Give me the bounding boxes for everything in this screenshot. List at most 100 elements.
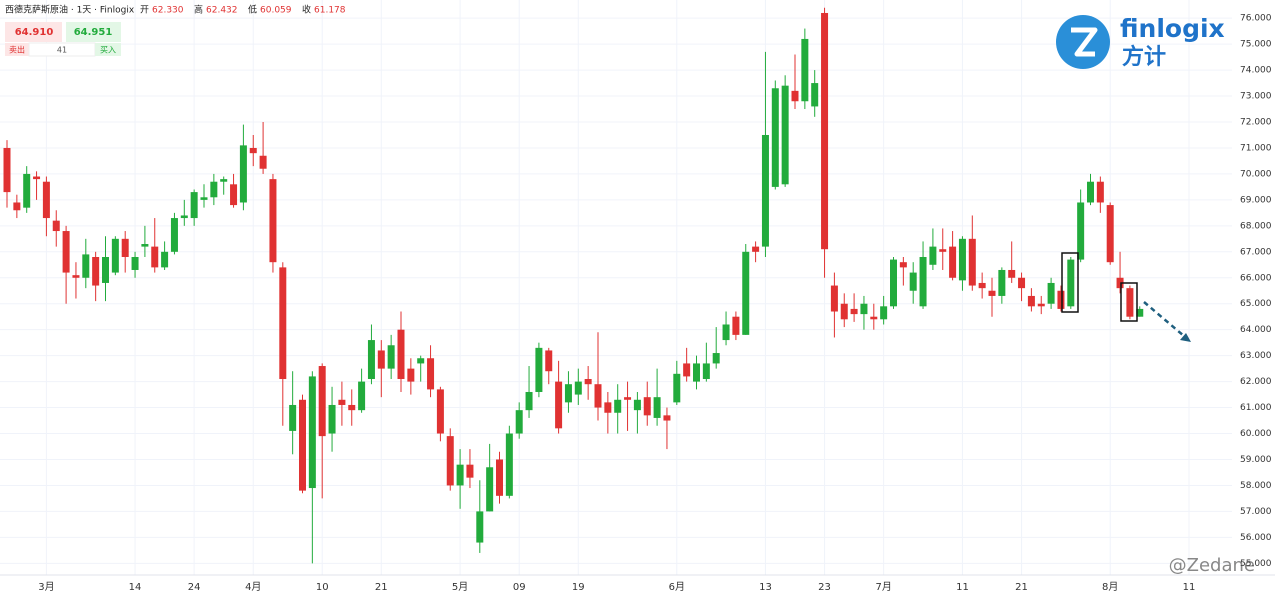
y-tick-label: 63.000 [1240,351,1272,361]
y-tick-label: 62.000 [1240,377,1272,387]
candle-body [791,90,799,102]
candle-body [840,303,848,320]
candle-body [269,179,277,263]
x-tick-label: 7月 [875,581,891,593]
candle-body [102,256,109,283]
y-tick-label: 66.000 [1240,273,1272,283]
candle-body [180,215,188,219]
x-tick-label: 10 [316,582,329,593]
candle-body [545,350,553,372]
candle-body [308,376,316,489]
y-tick-label: 72.000 [1240,118,1272,128]
candle-body [604,402,612,413]
candle-body [131,256,139,270]
candle-body [3,147,11,193]
candle-body [850,308,858,315]
highlight-box [1061,252,1079,313]
candle-body [200,197,208,200]
y-tick-label: 75.000 [1240,40,1272,50]
y-tick-label: 64.000 [1240,325,1272,335]
candle-body [899,262,907,268]
y-tick-label: 76.000 [1240,14,1272,24]
x-tick-label: 21 [375,582,388,593]
y-tick-label: 59.000 [1240,455,1272,465]
candle-body [909,272,917,291]
candle-body [555,381,563,429]
candle-body [210,181,218,198]
candle-body [496,459,503,496]
trend-arrow [1143,301,1185,337]
candle-body [486,467,494,512]
logo-z [1071,27,1098,57]
candle-body [732,316,740,335]
y-tick-label: 74.000 [1240,66,1272,76]
x-tick-label: 3月 [38,581,54,593]
candle-body [949,246,957,278]
candle-body [890,259,897,307]
candle-body [574,381,582,395]
candle-body [830,285,838,312]
candle-body [338,399,346,405]
candle-body [1027,295,1035,307]
candle-body [62,231,70,273]
buy-label: 买入 [100,46,116,55]
candle-body [220,179,228,182]
candle-body [299,399,306,491]
candle-body [505,433,513,496]
candle-body [417,358,425,364]
candle-body [358,381,366,411]
ohlc-value: 61.178 [314,6,346,16]
buy-label-box [95,43,121,56]
y-tick-label: 61.000 [1240,403,1272,413]
x-tick-label: 6月 [669,581,685,593]
candle-body [328,404,336,434]
y-tick-label: 57.000 [1240,507,1272,517]
candle-body [1116,277,1124,289]
candle-body [377,350,385,369]
buy-box[interactable] [66,22,121,42]
candle-body [821,12,829,250]
x-tick-label: 21 [1015,582,1028,593]
candle-body [988,290,996,296]
candle-body [190,192,198,219]
chart-title: 西德克萨斯原油 · 1天 · Finlogix [5,4,135,16]
x-tick-label: 8月 [1102,581,1118,593]
y-tick-label: 58.000 [1240,481,1272,491]
candle-body [170,218,178,252]
candle-body [643,397,651,416]
sell-label: 卖出 [9,45,25,55]
candle-body [870,316,878,320]
candle-body [860,303,868,315]
candle-body [121,238,129,257]
candle-body [712,353,720,364]
candle-body [42,181,50,219]
candle-body [1037,303,1045,307]
candle-body [722,324,730,341]
candle-body [407,368,415,382]
candle-body [1047,282,1055,304]
candle-body [693,363,700,382]
candle-body [515,410,523,434]
candle-body [614,399,622,413]
ohlc-value: 62.432 [206,6,238,16]
arrow-head [1180,333,1191,342]
candle-body [23,173,31,208]
candle-body [1008,269,1016,278]
candle-body [564,384,572,403]
candle-body [82,254,90,278]
x-tick-label: 24 [188,582,201,593]
candle-body [624,397,632,400]
candle-body [929,246,937,265]
candle-body [752,246,760,252]
candle-body [367,340,375,380]
candle-body [249,147,257,154]
candle-body [958,238,966,281]
ohlc-value: 62.330 [152,6,184,16]
candle-body [1018,277,1026,289]
candle-body [72,275,80,278]
candle-body [1126,288,1134,317]
candle-body [397,329,405,380]
ohlc-label: 低 [248,4,257,16]
sell-box[interactable] [5,22,62,42]
